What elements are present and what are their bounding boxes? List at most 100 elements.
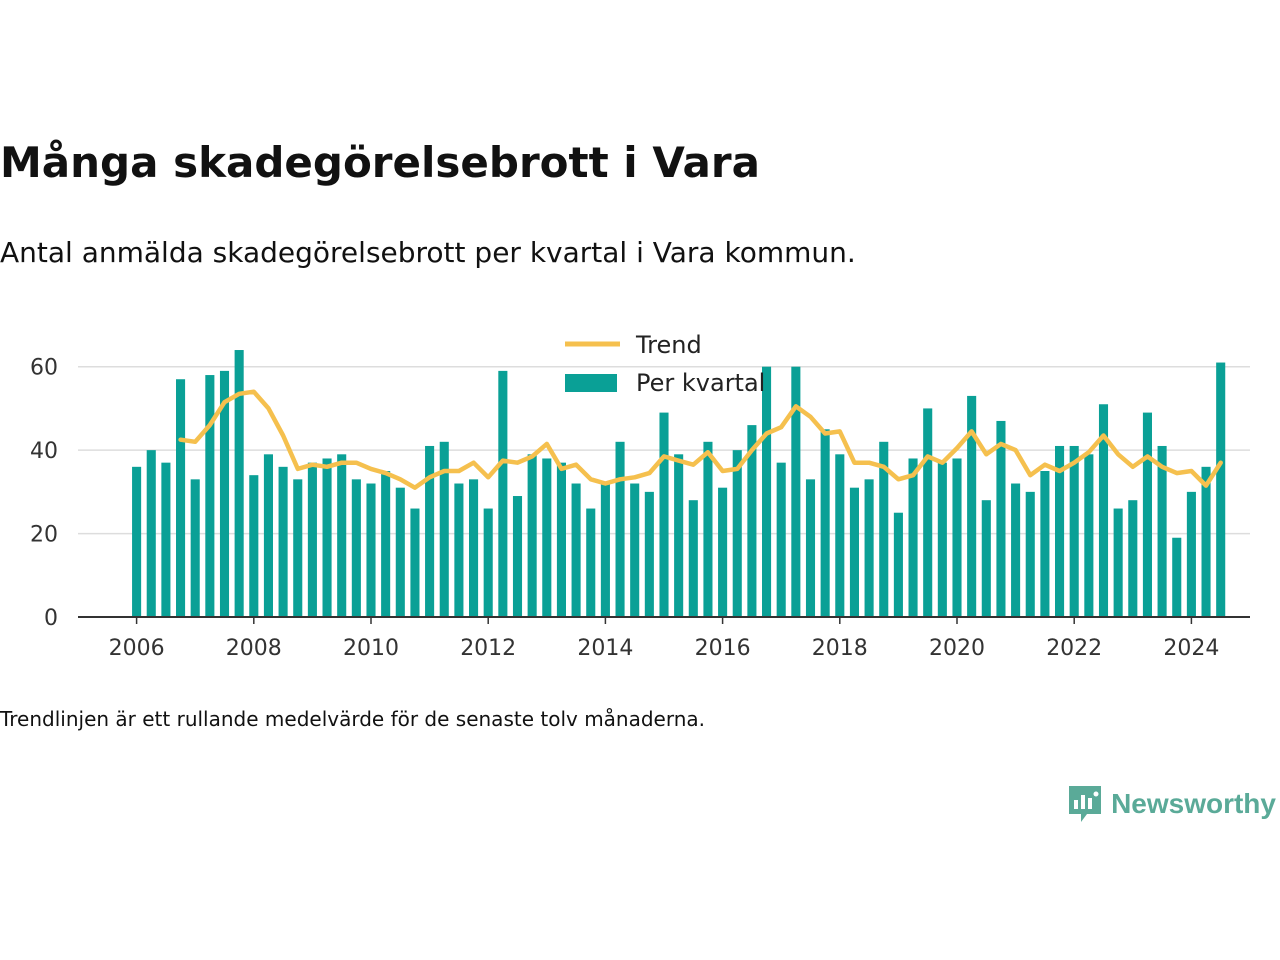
bar bbox=[337, 454, 347, 617]
bar bbox=[351, 479, 361, 617]
x-tick-label: 2022 bbox=[1046, 636, 1102, 661]
y-tick-label: 40 bbox=[30, 439, 58, 464]
bar bbox=[762, 366, 772, 617]
bar bbox=[425, 445, 435, 617]
x-tick-label: 2008 bbox=[226, 636, 282, 661]
bar bbox=[923, 408, 933, 617]
bar bbox=[630, 483, 640, 617]
bar bbox=[864, 479, 874, 617]
bar bbox=[644, 491, 654, 617]
bar bbox=[366, 483, 376, 617]
bar bbox=[307, 462, 317, 617]
legend-bar-swatch bbox=[565, 374, 617, 392]
bar bbox=[1040, 471, 1050, 617]
bar bbox=[1157, 445, 1167, 617]
x-tick-label: 2014 bbox=[577, 636, 633, 661]
bar bbox=[776, 462, 786, 617]
bar bbox=[205, 375, 215, 617]
bar bbox=[747, 425, 757, 617]
bar bbox=[146, 450, 156, 617]
bar bbox=[278, 466, 288, 617]
bar bbox=[688, 500, 698, 617]
bar bbox=[439, 441, 449, 617]
bar bbox=[293, 479, 303, 617]
bar bbox=[1055, 445, 1065, 617]
bar bbox=[381, 471, 391, 617]
bar bbox=[1201, 466, 1211, 617]
bar bbox=[322, 458, 332, 617]
bar bbox=[615, 441, 625, 617]
bar bbox=[586, 508, 596, 617]
bar bbox=[908, 458, 918, 617]
bar bbox=[556, 462, 566, 617]
x-tick-label: 2006 bbox=[109, 636, 165, 661]
bar bbox=[1186, 491, 1196, 617]
legend-bar-label: Per kvartal bbox=[636, 369, 765, 397]
bar bbox=[791, 366, 801, 617]
newsworthy-logo-icon bbox=[1069, 786, 1102, 822]
bar bbox=[1069, 445, 1079, 617]
bar bbox=[1025, 491, 1035, 617]
bar bbox=[849, 487, 859, 617]
bar bbox=[176, 379, 186, 617]
bar bbox=[967, 395, 977, 617]
bar bbox=[410, 508, 420, 617]
bar bbox=[1128, 500, 1138, 617]
bar bbox=[937, 462, 947, 617]
bar bbox=[659, 412, 669, 617]
bar bbox=[1011, 483, 1021, 617]
bar bbox=[674, 454, 684, 617]
bar bbox=[571, 483, 581, 617]
bar bbox=[952, 458, 962, 617]
bar bbox=[1098, 404, 1109, 617]
bar bbox=[542, 458, 552, 617]
bar bbox=[161, 462, 171, 617]
bar bbox=[234, 350, 244, 617]
bar bbox=[718, 487, 728, 617]
bar bbox=[249, 475, 259, 617]
bar bbox=[395, 487, 405, 617]
bar bbox=[132, 466, 142, 617]
brand: Newsworthy bbox=[1067, 784, 1276, 824]
trend-line bbox=[178, 389, 1223, 490]
x-tick-label: 2016 bbox=[695, 636, 751, 661]
bar bbox=[835, 454, 845, 617]
footnote: Trendlinjen är ett rullande medelvärde f… bbox=[0, 707, 706, 731]
chart: 0 20 40 60 2006 2008 2010 2012 2014 2016 2018 2020 2… bbox=[30, 331, 1250, 661]
x-tick-label: 2012 bbox=[460, 636, 516, 661]
bar bbox=[219, 370, 230, 617]
bar bbox=[263, 454, 273, 617]
x-tick-label: 2020 bbox=[929, 636, 985, 661]
bar bbox=[1172, 537, 1182, 617]
chart-title: Många skadegörelsebrott i Vara bbox=[0, 138, 760, 187]
bar bbox=[879, 441, 889, 617]
bar bbox=[483, 508, 493, 617]
bar bbox=[1142, 412, 1152, 617]
bar bbox=[600, 483, 610, 617]
y-tick-label: 20 bbox=[30, 523, 58, 548]
bar bbox=[1084, 454, 1094, 617]
bar bbox=[820, 429, 830, 617]
y-tick-label: 0 bbox=[44, 606, 58, 631]
y-tick-label: 60 bbox=[30, 356, 58, 381]
bar bbox=[190, 479, 200, 617]
bar bbox=[981, 500, 991, 617]
trend-series bbox=[178, 389, 1223, 490]
bar bbox=[996, 420, 1006, 617]
x-tick-label: 2010 bbox=[343, 636, 399, 661]
brand-name: Newsworthy bbox=[1111, 788, 1276, 819]
x-tick-label: 2018 bbox=[812, 636, 868, 661]
axes: 0 20 40 60 2006 2008 2010 2012 2014 2016 2018 2020 2… bbox=[30, 356, 1250, 661]
bar bbox=[1216, 362, 1226, 617]
bar bbox=[703, 441, 713, 617]
legend-trend-label: Trend bbox=[635, 331, 702, 359]
bar bbox=[1113, 508, 1123, 617]
legend: Trend Per kvartal bbox=[565, 331, 765, 397]
bar bbox=[805, 479, 816, 617]
chart-subtitle: Antal anmälda skadegörelsebrott per kvar… bbox=[0, 236, 856, 269]
bar bbox=[527, 454, 537, 617]
bar-series bbox=[132, 350, 1226, 617]
bar bbox=[469, 479, 479, 617]
bar bbox=[893, 512, 903, 617]
bar bbox=[732, 450, 742, 617]
